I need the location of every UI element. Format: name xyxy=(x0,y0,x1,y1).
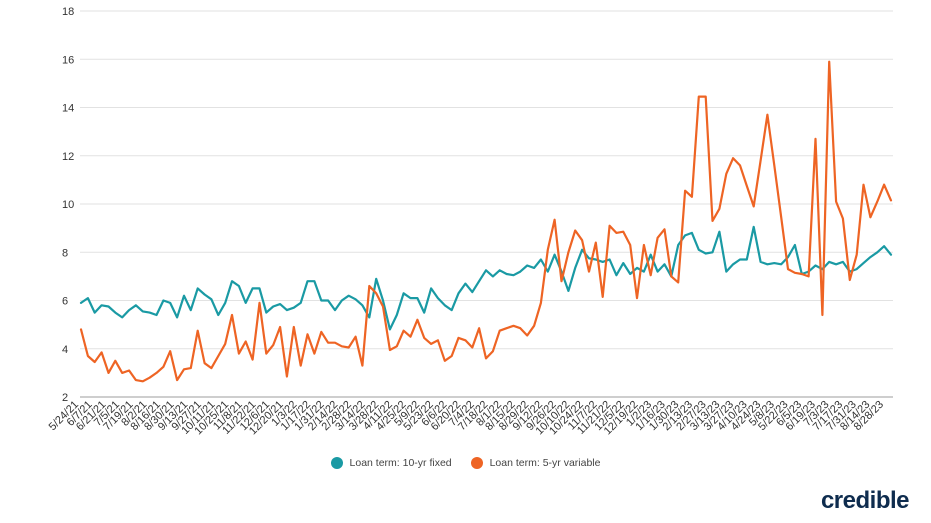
y-tick-label: 18 xyxy=(62,6,74,18)
y-axis-ticks: 2 4 6 8 10 12 14 16 18 xyxy=(62,6,74,404)
credible-logo: credible xyxy=(820,487,910,514)
series-layer xyxy=(79,60,893,383)
grid-lines xyxy=(80,10,893,398)
line-chart: 2 4 6 8 10 12 14 16 18 5/24/216/7/216/21/217/5/2… xyxy=(47,6,893,438)
y-tick-label: 16 xyxy=(62,54,74,66)
legend: Loan term: 10-yr fixed Loan term: 5-yr v… xyxy=(0,457,931,472)
series-line-10yr-fixed[interactable] xyxy=(79,225,893,331)
legend-swatch-5yr-variable xyxy=(470,457,483,469)
legend-item-5yr-variable[interactable]: Loan term: 5-yr variable xyxy=(470,457,601,469)
y-tick-label: 8 xyxy=(62,247,68,259)
legend-label-10yr-fixed: Loan term: 10-yr fixed xyxy=(349,457,452,469)
y-tick-label: 12 xyxy=(62,151,74,163)
legend-swatch-10yr-fixed xyxy=(330,457,343,469)
y-tick-label: 6 xyxy=(62,296,68,308)
legend-item-10yr-fixed[interactable]: Loan term: 10-yr fixed xyxy=(330,457,452,469)
series-line-5yr-variable[interactable] xyxy=(79,60,893,383)
y-tick-label: 4 xyxy=(62,344,68,356)
legend-label-5yr-variable: Loan term: 5-yr variable xyxy=(489,457,601,469)
y-tick-label: 14 xyxy=(62,103,74,115)
y-tick-label: 2 xyxy=(62,392,68,404)
x-axis-ticks: 5/24/216/7/216/21/217/5/217/19/218/2/218… xyxy=(47,399,886,438)
y-tick-label: 10 xyxy=(62,199,74,211)
